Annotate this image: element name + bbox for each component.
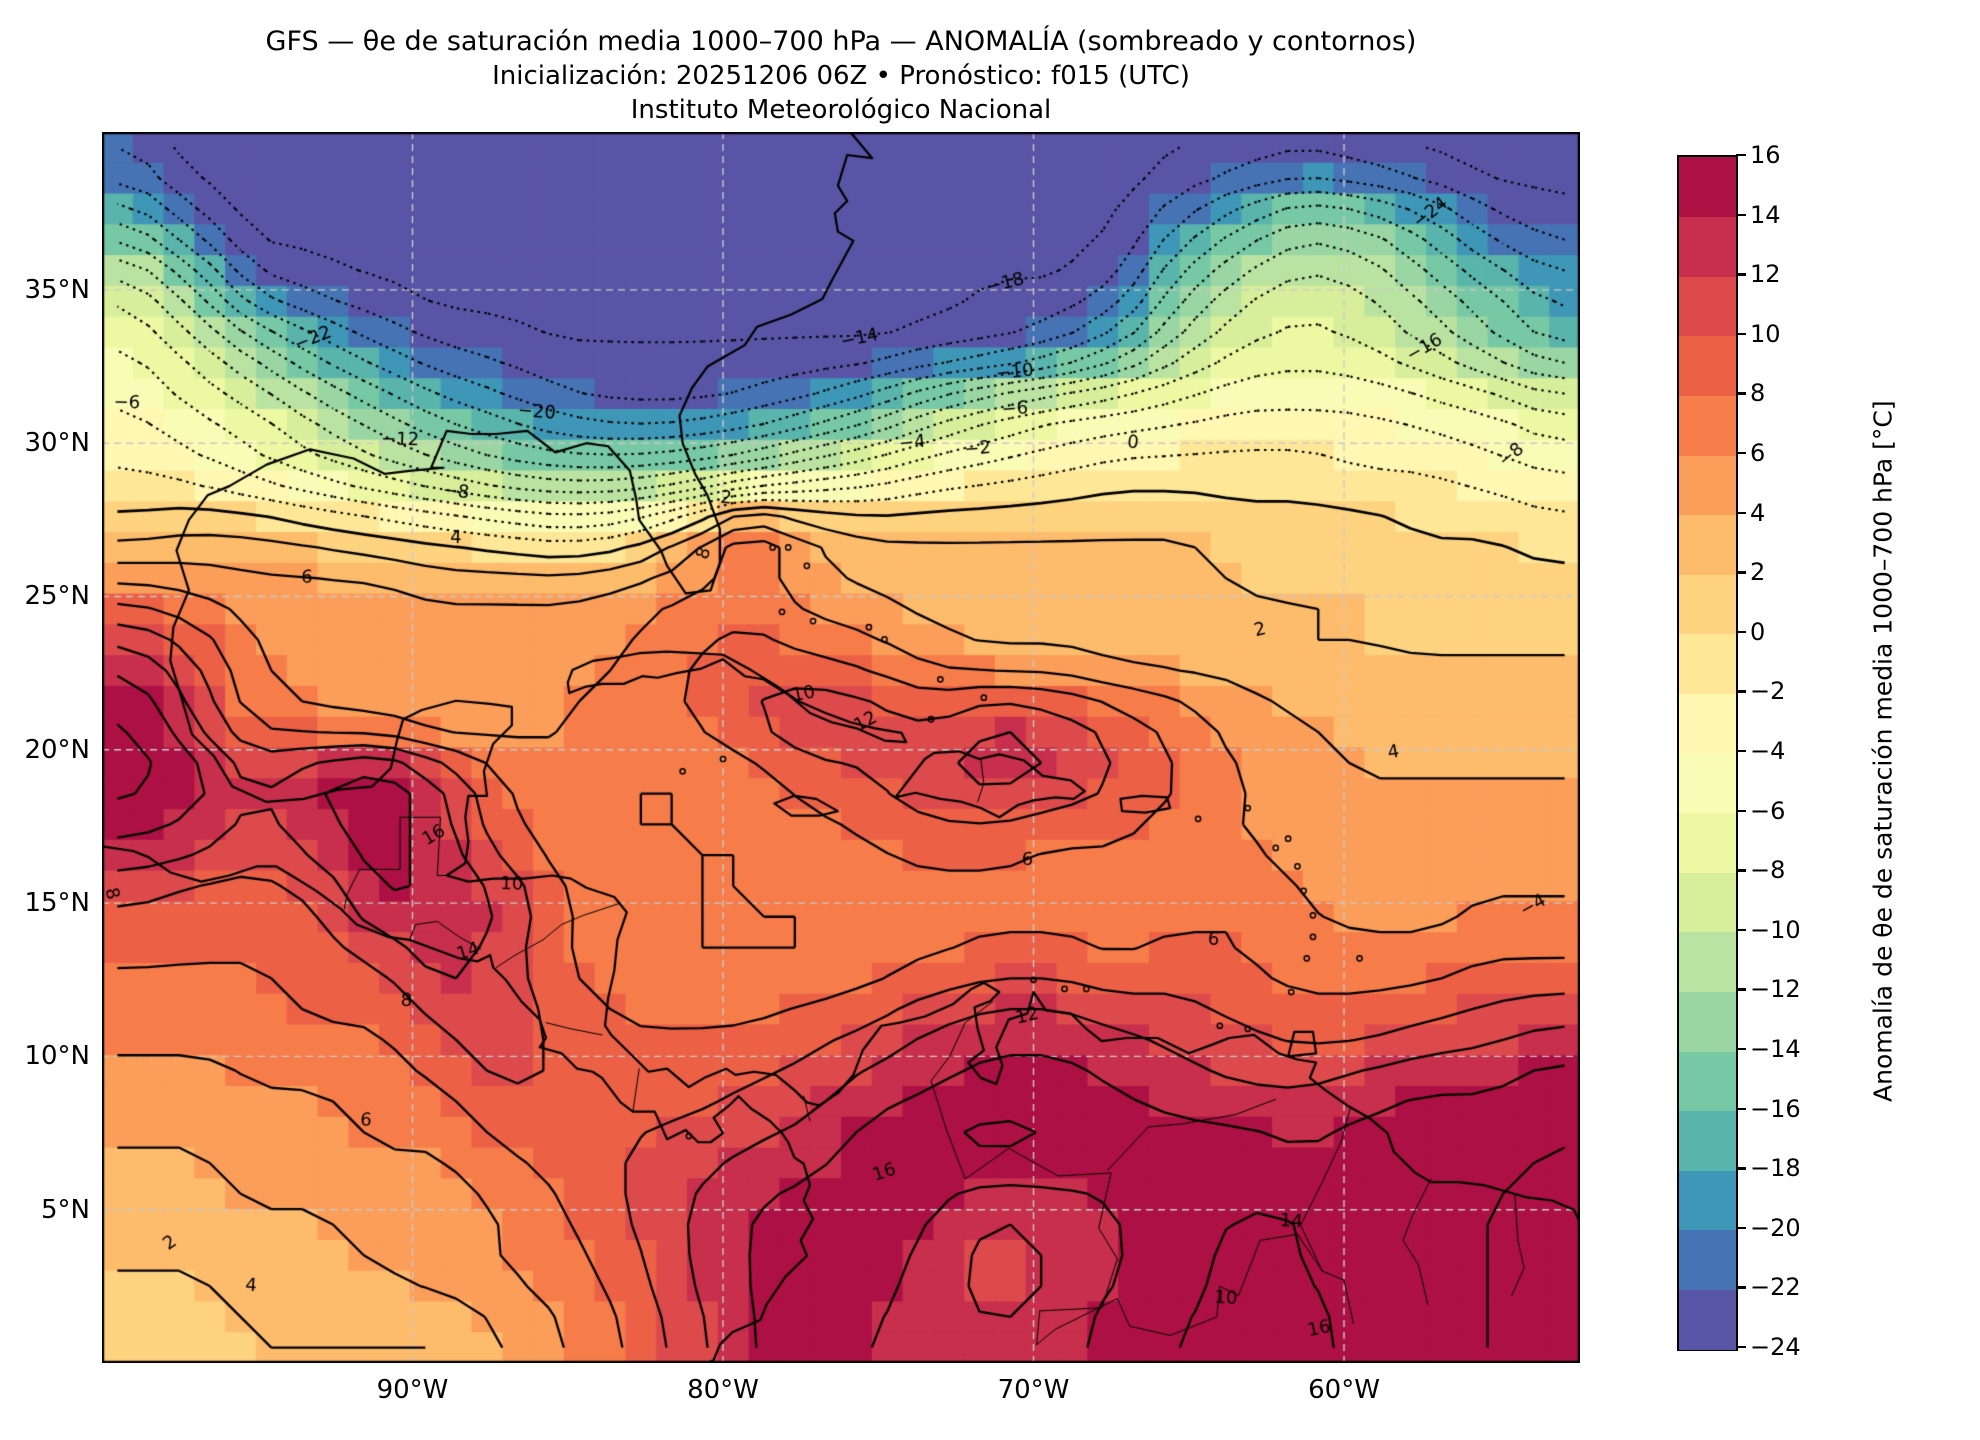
colorbar-segment <box>1679 991 1736 1052</box>
colorbar-tick-label: 16 <box>1750 141 1781 169</box>
colorbar-segment <box>1679 753 1736 814</box>
colorbar-segment <box>1679 455 1736 516</box>
colorbar-segment <box>1679 872 1736 933</box>
chart-title: GFS — θe de saturación media 1000–700 hP… <box>265 26 1417 57</box>
y-tick-label: 10°N <box>24 1041 90 1072</box>
colorbar-tick-mark <box>1736 392 1746 395</box>
colorbar-tick-label: −20 <box>1750 1213 1801 1242</box>
colorbar-tick-label: −6 <box>1750 796 1786 825</box>
colorbar-segment <box>1679 693 1736 754</box>
x-tick-label: 80°W <box>687 1375 759 1405</box>
colorbar-tick-label: 4 <box>1750 498 1766 527</box>
colorbar-tick-label: −2 <box>1750 677 1786 706</box>
colorbar-tick-mark <box>1736 1048 1746 1051</box>
colorbar-tick-label: 0 <box>1750 617 1766 646</box>
colorbar-tick-mark <box>1736 928 1746 932</box>
colorbar-segment <box>1679 395 1736 456</box>
colorbar-tick-mark <box>1736 1226 1746 1230</box>
colorbar-segment <box>1679 1110 1736 1171</box>
colorbar-tick-mark <box>1736 1346 1746 1349</box>
colorbar-tick-mark <box>1736 511 1746 514</box>
colorbar-tick-mark <box>1736 690 1746 693</box>
y-tick-label: 20°N <box>24 734 90 765</box>
colorbar-segment <box>1679 1229 1736 1290</box>
colorbar-tick-label: −14 <box>1750 1035 1801 1063</box>
colorbar-segment <box>1679 633 1736 694</box>
colorbar-tick-mark <box>1736 452 1746 455</box>
colorbar-segment <box>1679 157 1736 218</box>
colorbar-tick-label: −8 <box>1750 856 1786 885</box>
colorbar-tick-label: −12 <box>1750 975 1801 1004</box>
colorbar-segment <box>1679 1051 1736 1112</box>
y-tick-label: 15°N <box>24 888 90 919</box>
colorbar-tick-label: 6 <box>1750 439 1766 467</box>
colorbar-segment <box>1679 1170 1736 1231</box>
colorbar-tick-mark <box>1736 1167 1746 1170</box>
colorbar-segment <box>1679 1289 1736 1350</box>
colorbar-segment <box>1679 514 1736 575</box>
colorbar-tick-mark <box>1736 273 1746 276</box>
colorbar-segment <box>1679 931 1736 992</box>
colorbar-tick-label: 10 <box>1750 319 1781 348</box>
colorbar-tick-label: −10 <box>1750 915 1801 944</box>
colorbar-tick-label: −16 <box>1750 1094 1801 1123</box>
colorbar-tick-mark <box>1736 1107 1746 1110</box>
map-canvas <box>102 132 1580 1363</box>
colorbar-tick-mark <box>1736 332 1746 336</box>
x-tick-label: 70°W <box>997 1375 1070 1405</box>
colorbar-tick-label: 14 <box>1750 200 1781 229</box>
colorbar-tick-label: 2 <box>1750 558 1766 587</box>
colorbar-tick-label: 8 <box>1750 379 1766 408</box>
colorbar-label: Anomalía de θe de saturación media 1000–… <box>1868 400 1898 1102</box>
colorbar-tick-label: −4 <box>1750 737 1786 765</box>
colorbar-segment <box>1679 216 1736 277</box>
colorbar-tick-mark <box>1736 750 1746 753</box>
colorbar-tick-mark <box>1736 213 1746 216</box>
colorbar-tick-label: −24 <box>1750 1333 1801 1361</box>
colorbar-tick-mark <box>1736 154 1746 157</box>
colorbar-tick-mark <box>1736 1286 1746 1289</box>
colorbar-tick-label: 12 <box>1750 260 1781 289</box>
colorbar-tick-mark <box>1736 571 1746 574</box>
colorbar <box>1677 155 1738 1351</box>
colorbar-segment <box>1679 335 1736 396</box>
x-tick-label: 90°W <box>376 1375 449 1405</box>
colorbar-segment <box>1679 574 1736 635</box>
chart-institution: Instituto Meteorológico Nacional <box>630 95 1052 125</box>
colorbar-tick-label: −22 <box>1750 1273 1801 1302</box>
colorbar-segment <box>1679 276 1736 337</box>
colorbar-segment <box>1679 812 1736 873</box>
colorbar-tick-mark <box>1736 869 1746 872</box>
y-tick-label: 35°N <box>24 274 90 305</box>
y-tick-label: 30°N <box>24 428 90 459</box>
y-tick-label: 5°N <box>41 1194 90 1225</box>
colorbar-tick-mark <box>1736 809 1746 812</box>
colorbar-tick-mark <box>1736 630 1746 634</box>
colorbar-tick-label: −18 <box>1750 1154 1801 1183</box>
colorbar-tick-mark <box>1736 988 1746 991</box>
x-tick-label: 60°W <box>1308 1375 1380 1405</box>
chart-subtitle: Inicialización: 20251206 06Z • Pronóstic… <box>492 61 1190 91</box>
y-tick-label: 25°N <box>24 581 90 612</box>
